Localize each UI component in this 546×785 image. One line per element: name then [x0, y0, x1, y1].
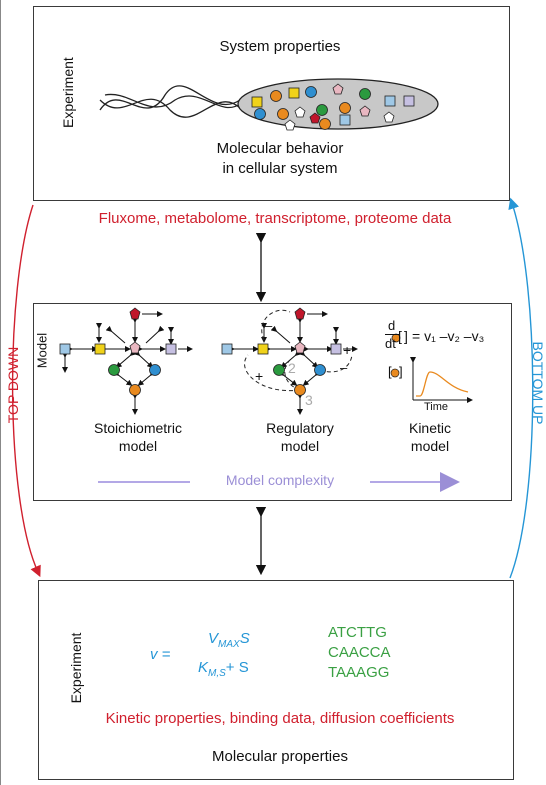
model-complexity-label: Model complexity	[190, 472, 370, 488]
regulatory-network	[221, 307, 358, 415]
cell-illustration	[99, 78, 439, 131]
model-side-label: Model	[34, 332, 50, 369]
kinetic-eq-bracket-right: ]	[404, 328, 408, 344]
stoichiometric-label-1: Stoichiometric	[94, 420, 182, 436]
bottom-up-arrow	[508, 197, 534, 579]
denominator-k: K	[198, 659, 209, 676]
molecular-behavior-caption-1: Molecular behavior	[216, 140, 344, 157]
regulatory-minus-mark: –	[265, 318, 273, 333]
bottom-panel-side-label: Experiment	[68, 632, 84, 704]
bottom-experiment-panel	[38, 580, 514, 780]
regulatory-plus-mark-left: +	[255, 368, 264, 384]
top-down-label: TOP DOWN	[5, 346, 21, 424]
stoichiometric-network	[59, 307, 193, 415]
equation-numerator: VMAXS	[208, 630, 250, 650]
numerator-v: V	[208, 630, 219, 647]
regulatory-number-3: 3	[305, 392, 313, 408]
regulatory-plus-mark-right: +	[343, 342, 352, 358]
inset-y-bracket-right: ]	[399, 364, 403, 379]
numerator-sub: MAX	[218, 639, 240, 650]
bottom-up-label: BOTTOM UP	[530, 341, 546, 425]
sequence-2: CAACCA	[328, 644, 391, 661]
regulatory-label-1: Regulatory	[266, 420, 334, 436]
molecular-properties-label: Molecular properties	[212, 748, 348, 765]
kinetic-inset-plot	[390, 333, 473, 403]
sequence-3: TAAAGG	[328, 664, 390, 681]
omics-data-label: Fluxome, metabolome, transcriptome, prot…	[98, 210, 452, 227]
kinetic-eq-bracket-left: [	[398, 328, 402, 344]
kinetic-label-1: Kinetic	[408, 420, 452, 436]
kinetic-eq-rhs: = v₁ –v₂ –v₃	[412, 328, 485, 344]
denominator-tail: + S	[225, 659, 249, 676]
stoichiometric-label-2: model	[118, 438, 158, 454]
numerator-tail: S	[239, 630, 250, 647]
kinetic-properties-label: Kinetic properties, binding data, diffus…	[105, 710, 455, 727]
top-down-arrow	[11, 204, 41, 578]
inset-time-label: Time	[424, 401, 449, 413]
inset-y-bracket-left: [	[388, 364, 392, 379]
equation-lhs: v =	[150, 646, 171, 663]
system-properties-title: System properties	[219, 38, 341, 55]
model-panel	[33, 303, 512, 501]
page-left-edge	[0, 0, 1, 785]
regulatory-minus-mark-right: –	[340, 360, 348, 375]
regulatory-number-2: 2	[288, 360, 296, 376]
regulatory-label-2: model	[280, 438, 320, 454]
kinetic-eq-d: d	[388, 318, 396, 333]
molecular-behavior-caption-2: in cellular system	[222, 160, 338, 177]
kinetic-eq-dt: dt	[385, 336, 396, 351]
equation-denominator: KM,S+ S	[198, 659, 249, 679]
kinetic-label-2: model	[410, 438, 450, 454]
denominator-sub: M,S	[208, 668, 226, 679]
kinetic-eq-frac-line	[385, 334, 399, 335]
sequence-1: ATCTTG	[328, 624, 387, 641]
